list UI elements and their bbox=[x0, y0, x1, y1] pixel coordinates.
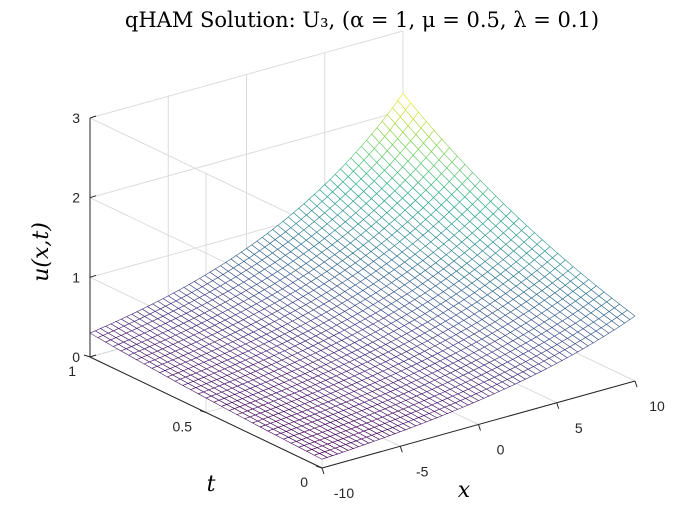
z-tick-mark bbox=[89, 115, 97, 119]
surface-cell bbox=[89, 330, 104, 338]
z-gridline-back bbox=[89, 30, 404, 119]
y-tick-mark bbox=[83, 354, 91, 358]
x-tick-label: 10 bbox=[649, 398, 665, 414]
x-axis-label: x bbox=[458, 478, 471, 503]
x-tick-label: 5 bbox=[575, 420, 583, 436]
z-tick-label: 0 bbox=[72, 349, 80, 365]
x-tick-label: -10 bbox=[334, 485, 354, 501]
z-axis-label: u(x,t) bbox=[29, 222, 54, 282]
y-tick-mark bbox=[199, 410, 207, 413]
x-tick-mark bbox=[399, 446, 403, 453]
z-gridline-back bbox=[89, 110, 404, 199]
z-tick-mark bbox=[89, 274, 97, 278]
x-tick-mark bbox=[634, 380, 638, 388]
z-gridline-side bbox=[89, 117, 323, 230]
y-axis-label: t bbox=[207, 472, 216, 497]
axis-lines bbox=[83, 115, 638, 475]
x-tick-mark bbox=[478, 424, 481, 431]
z-tick-label: 1 bbox=[72, 269, 80, 285]
z-tick-label: 3 bbox=[72, 110, 80, 126]
y-tick-mark bbox=[315, 465, 323, 469]
z-tick-mark bbox=[89, 195, 97, 199]
x-tick-mark bbox=[556, 402, 560, 409]
y-tick-label: 0.5 bbox=[173, 419, 193, 435]
y-tick-label: 1 bbox=[68, 363, 76, 379]
surface-mesh bbox=[89, 92, 636, 460]
chart-title: qHAM Solution: U₃, (α = 1, μ = 0.5, λ = … bbox=[125, 8, 599, 32]
y-tick-label: 0 bbox=[300, 474, 308, 490]
x-tick-label: -5 bbox=[416, 463, 429, 479]
x-tick-mark bbox=[321, 467, 325, 475]
z-tick-label: 2 bbox=[72, 190, 80, 206]
x-tick-label: 0 bbox=[497, 442, 505, 458]
z-tick-mark bbox=[89, 354, 97, 358]
